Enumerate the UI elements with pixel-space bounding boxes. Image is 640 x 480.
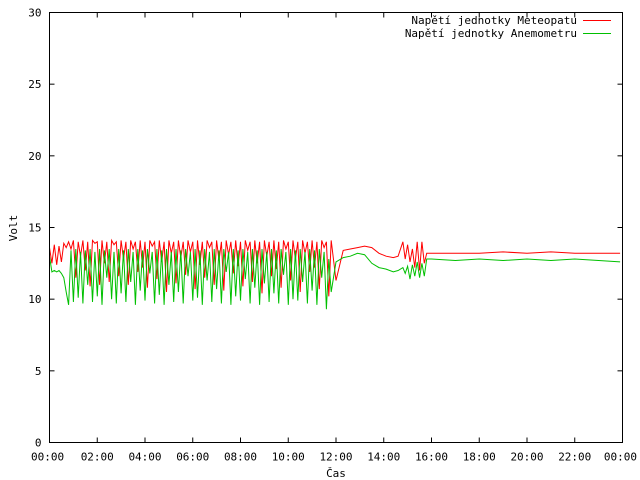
y-tick-label: 0 xyxy=(35,437,42,450)
y-tick-label: 30 xyxy=(28,7,41,20)
y-tick-label: 10 xyxy=(28,293,41,306)
legend-label-anemometr: Napětí jednotky Anemometru xyxy=(405,27,577,40)
plot-frame xyxy=(49,12,623,443)
x-tick-label: 18:00 xyxy=(463,451,496,464)
series-line-1 xyxy=(49,248,621,310)
x-tick-label: 08:00 xyxy=(224,451,257,464)
x-tick-label: 04:00 xyxy=(128,451,161,464)
x-tick-label: 14:00 xyxy=(367,451,400,464)
y-axis-label: Volt xyxy=(7,215,20,242)
x-tick-label: 12:00 xyxy=(319,451,352,464)
x-tick-label: 20:00 xyxy=(510,451,543,464)
legend-label-meteopat: Napětí jednotky Meteopatu xyxy=(411,14,577,27)
series-line-0 xyxy=(49,238,621,297)
tick-layer xyxy=(49,12,623,443)
y-tick-label: 5 xyxy=(35,365,42,378)
x-tick-label: 06:00 xyxy=(176,451,209,464)
x-tick-label: 16:00 xyxy=(415,451,448,464)
x-tick-label: 02:00 xyxy=(81,451,114,464)
x-tick-label: 00:00 xyxy=(31,451,64,464)
tick-label-layer: 0 5 10 15 20 25 30 00:00 02:00 04:00 06:00 08:00 10:… xyxy=(28,7,637,464)
x-axis-label: Čas xyxy=(326,467,346,480)
x-tick-label: 10:00 xyxy=(272,451,305,464)
x-tick-label: 00:00 xyxy=(604,451,637,464)
x-tick-label: 22:00 xyxy=(558,451,591,464)
y-tick-label: 25 xyxy=(28,78,41,91)
y-tick-label: 20 xyxy=(28,150,41,163)
y-tick-label: 15 xyxy=(28,222,41,235)
series-layer xyxy=(49,238,621,310)
legend: Napětí jednotky Meteopatu Napětí jednotk… xyxy=(405,14,611,40)
